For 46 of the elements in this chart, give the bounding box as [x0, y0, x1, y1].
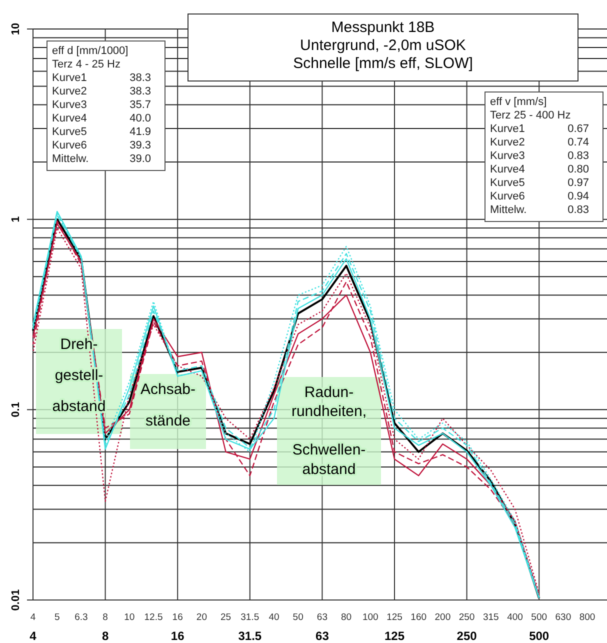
x-tick-label: 6.3: [74, 612, 88, 623]
x-tick-label: 63: [316, 612, 328, 623]
x-tick-label: 25: [220, 612, 232, 623]
x-tick-label: 630: [555, 612, 572, 623]
text: Radun- rundheiten, Schwellen- abstand: [291, 384, 367, 478]
x-tick-label: 8: [102, 612, 108, 623]
x-tick-label: 800: [579, 612, 596, 623]
annotation: eff d [mm/1000]: [52, 45, 128, 57]
text: 8: [102, 629, 109, 643]
text: Untergrund, -2,0m uSOK Schnelle [mm/s eff, SLOW]: [293, 37, 473, 72]
x-tick-label: 40: [268, 612, 280, 623]
x-tick-label: 4: [30, 612, 36, 623]
y-tick-label: 10: [10, 22, 22, 36]
y-tick-label: 0.1: [10, 402, 22, 418]
x-tick-label: 10: [124, 612, 135, 623]
x-tick-label: 200: [434, 612, 451, 623]
x-tick-label: 250: [458, 612, 475, 623]
annotation: eff v [mm/s]: [490, 96, 547, 108]
chart-title: Messpunkt 18B: [331, 19, 435, 36]
x-tick-label: 80: [341, 612, 352, 623]
x-tick-label: 16: [172, 612, 183, 623]
x-tick-label: 31.5: [240, 612, 260, 623]
x-tick-label: 160: [410, 612, 427, 623]
y-tick-label: 0.01: [10, 589, 22, 611]
text: 63: [316, 629, 330, 643]
x-tick-label: 12.5: [144, 612, 163, 623]
text: 125: [384, 629, 405, 643]
text: 31.5: [238, 629, 262, 643]
x-tick-label: 125: [386, 612, 402, 623]
text: 500: [529, 629, 550, 643]
x-tick-label: 5: [54, 612, 60, 623]
x-tick-label: 315: [482, 612, 499, 623]
annotation: Achsab- stände: [140, 381, 196, 430]
text: 250: [456, 629, 478, 643]
x-tick-label: 20: [196, 612, 207, 623]
x-tick-label: 500: [531, 612, 548, 623]
x-tick-label: 100: [362, 612, 378, 623]
annotation: Terz 25 - 400 Hz: [490, 110, 571, 122]
annotation: Terz 4 - 25 Hz: [52, 58, 120, 70]
y-tick-label: 1: [10, 216, 22, 222]
value-table: eff d [mm/1000] Terz 4 - 25 Hz Kurve1 38.3 Kurve2 38.3 Kurve3 35.7 Kurve4 40.0 Kurve5 41.9 Kurve6 39.3 Mittelw. 39.0: [46, 40, 166, 171]
text: 16: [170, 629, 185, 643]
text: 4: [30, 629, 37, 643]
x-tick-label: 400: [507, 612, 523, 623]
value-table: eff v [mm/s] Terz 25 - 400 Hz Kurve1 0.67 Kurve2 0.74 Kurve3 0.83 Kurve4 0.80 Kurve5 0.97 Kurve6 0.94 Mittelw. 0.83: [484, 92, 604, 222]
x-tick-label: 50: [292, 612, 304, 623]
